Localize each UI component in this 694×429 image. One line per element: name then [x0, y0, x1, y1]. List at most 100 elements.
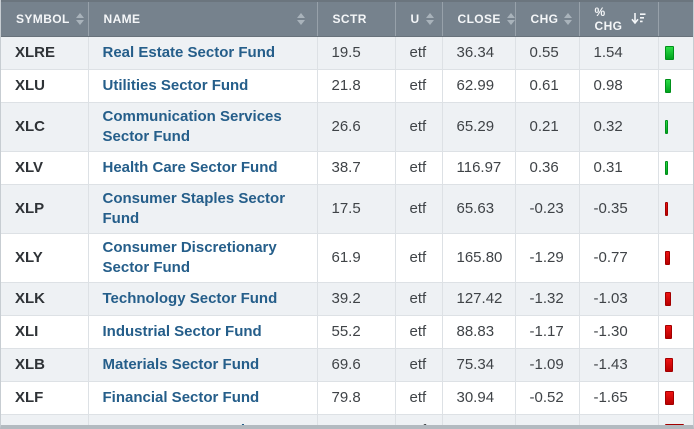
table-row: XLP Consumer Staples Sector Fund 17.5 et…: [1, 183, 693, 233]
column-header-name[interactable]: NAME: [87, 0, 317, 37]
fund-name-link[interactable]: Health Care Sector Fund: [102, 158, 278, 176]
close-cell: 88.83: [441, 314, 515, 348]
unit-type-cell: etf: [394, 35, 442, 69]
fund-name-link[interactable]: Technology Sector Fund: [102, 289, 278, 307]
pct-chg-bar: [664, 357, 674, 372]
table-body: XLRE Real Estate Sector Fund 19.5 etf 36…: [1, 35, 693, 425]
fund-name-link[interactable]: Real Estate Sector Fund: [102, 43, 276, 61]
pct-chg-bar-cell: [657, 150, 693, 184]
unit-type-cell: etf: [394, 314, 442, 348]
column-label: U: [410, 11, 420, 26]
pct-chg-bar: [664, 324, 673, 339]
table-row: XLU Utilities Sector Fund 21.8 etf 62.99…: [1, 68, 693, 102]
column-header-bar: [657, 0, 693, 37]
column-header-chg[interactable]: CHG: [514, 0, 579, 37]
sctr-cell: 26.6: [316, 101, 395, 151]
fund-name-link[interactable]: Communication Services Sector Fund: [102, 107, 282, 145]
pct-chg-bar-cell: [657, 35, 693, 69]
unit-type-cell: etf: [394, 232, 442, 282]
pct-chg-cell: 0.31: [578, 150, 658, 184]
pct-chg-cell: -1.03: [578, 281, 658, 315]
chg-cell: 0.61: [514, 68, 579, 102]
fund-name-link[interactable]: Financial Sector Fund: [102, 388, 260, 406]
table-row: XLC Communication Services Sector Fund 2…: [1, 101, 693, 151]
sctr-cell: 69.6: [316, 347, 395, 381]
pct-chg-cell: -3.89: [578, 413, 658, 425]
unit-type-cell: etf: [394, 101, 442, 151]
sort-updown-icon[interactable]: [296, 12, 305, 25]
chg-cell: -1.73: [514, 413, 579, 425]
fund-name-link[interactable]: Materials Sector Fund: [102, 355, 260, 373]
column-label: % CHG: [594, 4, 623, 33]
pct-chg-bar-cell: [657, 347, 693, 381]
name-cell: Technology Sector Fund: [87, 281, 317, 315]
sctr-cell: 79.8: [316, 380, 395, 414]
column-label: NAME: [103, 11, 141, 26]
pct-chg-bar-cell: [657, 281, 693, 315]
sort-updown-icon[interactable]: [564, 12, 573, 25]
pct-chg-cell: 0.32: [578, 101, 658, 151]
pct-chg-bar: [664, 45, 674, 60]
symbol-cell: XLP: [1, 183, 88, 233]
column-header-close[interactable]: CLOSE: [441, 0, 515, 37]
close-cell: 75.34: [441, 347, 515, 381]
name-cell: Utilities Sector Fund: [87, 68, 317, 102]
sort-descending-icon[interactable]: [630, 12, 646, 25]
column-header-sctr[interactable]: SCTR: [316, 0, 395, 37]
table-row: XLF Financial Sector Fund 79.8 etf 30.94…: [1, 380, 693, 414]
pct-chg-bar: [664, 78, 671, 93]
symbol-cell: XLC: [1, 101, 88, 151]
close-cell: 65.29: [441, 101, 515, 151]
pct-chg-bar-cell: [657, 68, 693, 102]
pct-chg-bar: [664, 201, 669, 216]
chg-cell: -0.23: [514, 183, 579, 233]
column-header-symbol[interactable]: SYMBOL: [1, 0, 88, 37]
symbol-cell: XLK: [1, 281, 88, 315]
symbol-cell: XLU: [1, 68, 88, 102]
fund-name-link[interactable]: Consumer Discretionary Sector Fund: [102, 238, 277, 276]
unit-type-cell: etf: [394, 183, 442, 233]
pct-chg-bar: [664, 160, 668, 175]
sctr-cell: 61.9: [316, 232, 395, 282]
sort-updown-icon[interactable]: [425, 12, 434, 25]
name-cell: Materials Sector Fund: [87, 347, 317, 381]
chg-cell: 0.36: [514, 150, 579, 184]
fund-name-link[interactable]: Energy Sector Fund: [103, 422, 246, 425]
pct-chg-bar-cell: [657, 413, 693, 425]
unit-type-cell: etf: [394, 68, 442, 102]
close-cell: 30.94: [441, 380, 515, 414]
symbol-cell: XLE: [1, 413, 88, 425]
sctr-cell: 66.9: [316, 413, 395, 425]
fund-name-link[interactable]: Utilities Sector Fund: [102, 76, 249, 94]
pct-chg-bar-cell: [657, 183, 693, 233]
table-row: XLV Health Care Sector Fund 38.7 etf 116…: [1, 150, 693, 184]
symbol-cell: XLY: [1, 232, 88, 282]
table-row: XLE Energy Sector Fund 66.9 etf 42.75 -1…: [1, 413, 693, 425]
pct-chg-cell: 0.98: [578, 68, 658, 102]
sctr-cell: 38.7: [316, 150, 395, 184]
column-label: CHG: [530, 11, 559, 26]
sort-updown-icon[interactable]: [75, 12, 84, 25]
header-row: SYMBOL NAME SCTR U: [1, 0, 693, 37]
symbol-cell: XLRE: [1, 35, 88, 69]
close-cell: 36.34: [441, 35, 515, 69]
column-label: SCTR: [332, 11, 367, 26]
column-header-u[interactable]: U: [394, 0, 442, 37]
fund-name-link[interactable]: Consumer Staples Sector Fund: [102, 189, 286, 227]
pct-chg-bar: [664, 291, 672, 306]
pct-chg-cell: -0.77: [578, 232, 658, 282]
sort-updown-icon[interactable]: [506, 12, 515, 25]
close-cell: 116.97: [441, 150, 515, 184]
sctr-cell: 21.8: [316, 68, 395, 102]
table-row: XLY Consumer Discretionary Sector Fund 6…: [1, 232, 693, 282]
symbol-cell: XLB: [1, 347, 88, 381]
column-label: CLOSE: [457, 11, 501, 26]
column-header-pct-chg[interactable]: % CHG: [578, 0, 658, 37]
unit-type-cell: etf: [394, 347, 442, 381]
fund-name-link[interactable]: Industrial Sector Fund: [102, 322, 262, 340]
pct-chg-bar-cell: [657, 101, 693, 151]
chg-cell: 0.21: [514, 101, 579, 151]
pct-chg-bar-cell: [657, 380, 693, 414]
sctr-cell: 55.2: [316, 314, 395, 348]
